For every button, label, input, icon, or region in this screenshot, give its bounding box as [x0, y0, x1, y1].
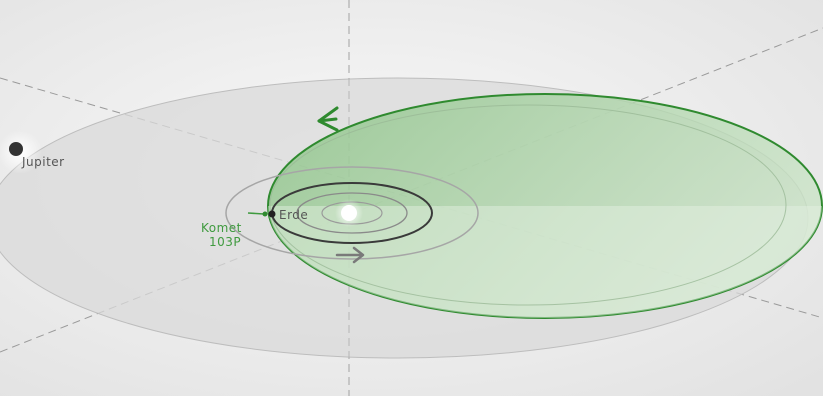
comet-tail [247, 212, 265, 215]
mars-orbit [225, 166, 479, 260]
comet-label-line1: Komet [201, 221, 242, 235]
comet-orbit-ellipse [267, 93, 823, 319]
comet-103p [262, 211, 268, 217]
sun [341, 205, 357, 221]
arrow-left-icon [317, 106, 339, 132]
comet-label-line2: 103P [209, 235, 241, 249]
arrow-right-icon [335, 246, 365, 264]
jupiter-label: Jupiter [21, 155, 65, 169]
earth-label: Erde [279, 208, 308, 222]
earth-planet [268, 210, 276, 218]
venus-orbit [296, 192, 408, 234]
comet-orbit-inner-edge [269, 104, 787, 306]
jupiter-planet [9, 142, 23, 156]
